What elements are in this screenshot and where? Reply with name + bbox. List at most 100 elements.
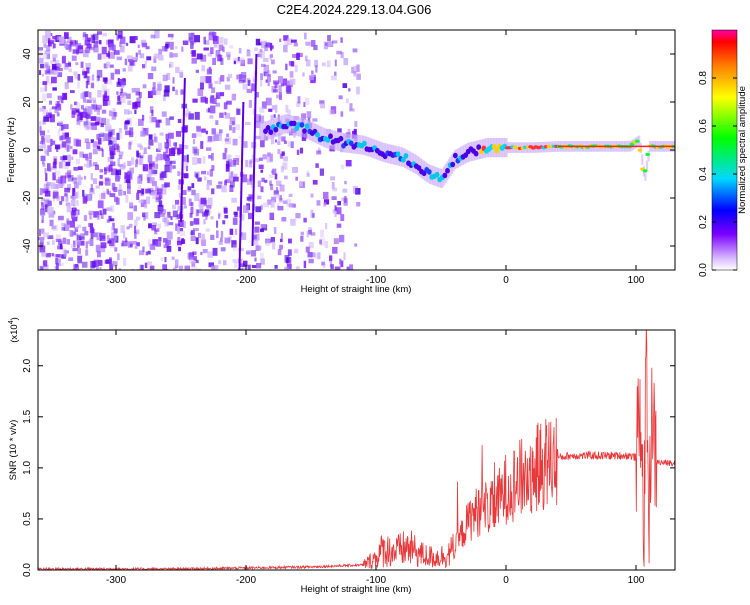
spectrogram-cell [195,237,199,245]
spectrogram-cell [229,45,234,49]
spectrogram-cell [279,195,282,201]
spectrogram-cell [39,146,44,152]
spectrogram-cell [322,263,326,268]
spectrogram-cell [104,167,110,171]
spectrogram-cell [330,264,334,270]
spectrogram-cell [99,175,103,179]
spectrogram-cell [60,196,65,202]
spectrogram-cell [177,185,182,190]
spectrogram-cell [142,246,145,253]
spectrogram-cell [39,188,43,196]
spectrogram-cell [161,46,168,52]
spectrogram-cell [69,41,74,45]
spectrogram-cell [163,188,167,195]
spectrogram-cell [152,82,156,90]
spectrogram-cell [248,212,254,220]
spectrogram-cell [39,209,45,215]
spectrogram-cell [213,42,218,48]
spectrogram-cell [40,87,45,93]
spectrogram-cell [45,135,51,143]
spectrogram-cell [228,73,233,78]
spectrogram-cell [169,165,173,174]
spectrogram-cell [165,133,169,140]
spectrogram-cell [100,117,106,125]
spectrogram-cell [189,221,194,226]
spectrogram-cell [298,52,303,57]
spectrogram-cell [106,125,112,132]
spectrogram-cell [131,157,135,165]
spectrogram-cell [205,76,212,84]
spectrogram-cell [52,172,56,181]
spectrogram-cell [54,109,59,114]
spectrogram-cell [270,136,275,145]
spectrogram-cell [215,50,219,59]
spectrogram-cell [273,193,280,199]
spectrogram-cell [162,74,168,82]
spectrogram-cell [210,47,214,54]
spectrogram-cell [89,223,93,229]
spectrogram-cell [200,197,207,205]
ridge-halo [641,154,644,165]
spectrogram-cell [90,188,94,193]
snr-multiplier-close: ) [9,317,20,320]
spectrogram-cell [319,239,322,245]
x-tick-label: -300 [106,275,126,286]
spectrogram-cell [48,212,55,218]
spectrogram-cell [116,101,122,105]
spectrogram-cell [166,139,171,147]
spectrogram-cell [219,36,224,44]
spectrogram-cell [64,41,69,49]
spectrogram-cell [39,107,44,112]
spectrogram-cell [129,131,134,138]
spectrogram-cell [203,47,209,51]
ridge-halo [496,138,499,158]
spectrogram-cell [118,184,122,191]
spectrogram-cell [73,264,78,270]
spectrogram-cell [136,216,141,221]
spectrogram-cell [191,266,197,270]
spectrogram-cell [82,34,85,40]
x-tick-label: 0 [503,275,509,286]
spectrogram-cell [292,54,298,58]
spectrogram-cell [312,212,315,218]
spectrogram-cell [212,97,217,104]
spectrogram-cell [110,265,114,270]
spectrogram-cell [264,44,268,51]
spectrogram-cell [191,261,196,267]
spectrogram-cell [271,105,276,111]
spectrogram-cell [142,114,145,121]
spectrogram-cell [100,235,106,242]
spectrogram-cell [125,120,130,125]
spectrogram-cell [145,46,150,50]
spectrogram-cell [304,32,307,40]
spectrogram-cell [58,262,64,266]
spectrogram-cell [286,198,292,207]
colorbar-label: Normalized spectral amplitude [737,86,748,214]
spectrogram-cell [154,212,161,219]
spectrogram-cell [155,186,159,192]
spectrogram-cell [174,46,178,50]
spectrogram-cell [43,260,48,267]
spectrogram-cell [164,164,170,173]
spectrogram-cell [276,187,279,195]
spectrogram-cell [84,126,90,131]
spectrogram-cell [55,258,59,265]
spectrogram-cell [74,181,78,189]
spectrogram-cell [75,139,82,147]
spectrogram-cell [222,220,226,225]
ridge-halo [410,152,413,172]
spectrogram-cell [197,158,202,164]
snr-series-line [38,330,675,570]
colorbar-gradient [711,29,738,271]
spectrogram-cell [47,235,54,240]
spectrogram-cell [145,212,149,220]
spectrogram-cell [77,234,81,241]
spectrogram-cell [226,133,230,138]
ridge-point [634,139,640,143]
snr-ylabel: SNR (10 * v/v) [8,420,19,481]
spectrogram-cell [128,110,133,115]
spectrogram-cell [229,117,236,125]
spectrogram-cell [50,138,53,146]
spectrogram-cell [311,70,314,75]
spectrogram-cell [82,32,87,38]
